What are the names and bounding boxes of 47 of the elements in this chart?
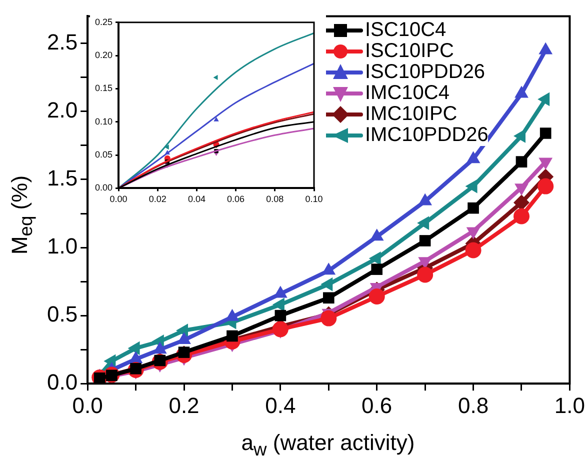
point [419, 235, 431, 246]
point [213, 74, 218, 80]
point [368, 288, 385, 305]
x-axis-title: a$_{w}$ (water activity) [240, 430, 416, 460]
point [371, 264, 383, 275]
point [513, 208, 530, 224]
point [540, 128, 552, 139]
legend-label: ISC10PDD26 [365, 61, 486, 83]
point [417, 266, 434, 283]
legend-label: ISC10C4 [365, 19, 446, 41]
x-tick-label: 1.0 [554, 392, 586, 418]
x-tick-label: 0.4 [265, 392, 296, 418]
y-tick-label: 1.0 [46, 234, 78, 259]
point [226, 330, 238, 342]
point [272, 321, 288, 338]
y-tick-label: 0.00 [94, 182, 113, 193]
point [274, 310, 286, 322]
y-tick-label: 2.5 [46, 29, 78, 54]
point [320, 310, 337, 326]
x-tick-label: 0.08 [266, 194, 284, 204]
point [465, 242, 482, 258]
y-tick-label: 0.5 [46, 302, 78, 327]
x-tick-label: 0.00 [110, 194, 128, 204]
legend-label: ISC10IPC [365, 40, 454, 62]
x-tick-label: 0.8 [458, 392, 489, 418]
y-tick-label: 0.0 [46, 370, 78, 395]
legend-label: IMC10PDD26 [365, 124, 488, 146]
legend-label: IMC10IPC [365, 103, 458, 125]
y-tick-label: 0.05 [94, 150, 113, 160]
x-tick-label: 0.02 [148, 194, 166, 204]
y-tick-label: 2.0 [46, 98, 78, 123]
y-tick-label: 0.25 [94, 16, 113, 27]
legend-label: IMC10C4 [365, 82, 450, 104]
point [214, 116, 219, 122]
point [538, 178, 554, 194]
y-tick-label: 0.10 [94, 116, 113, 126]
x-tick-label: 0.04 [188, 194, 206, 204]
y-tick-label: 1.5 [46, 166, 78, 191]
x-tick-label: 0.06 [227, 194, 245, 204]
point [468, 202, 479, 214]
point [322, 292, 334, 304]
x-tick-label: 0.2 [168, 392, 200, 418]
point [516, 156, 528, 168]
x-tick-label: 0.6 [362, 392, 392, 418]
x-tick-label: 0.10 [305, 194, 323, 204]
y-tick-label: 0.20 [94, 50, 113, 60]
y-tick-label: 0.15 [94, 83, 113, 94]
